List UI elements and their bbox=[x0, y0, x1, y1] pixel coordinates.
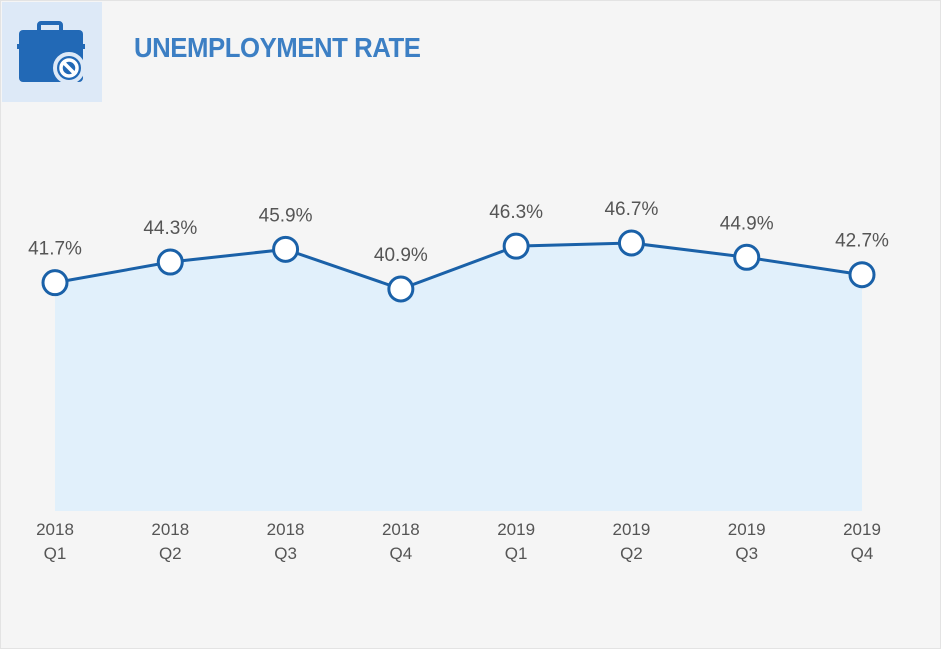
x-tick-label-year: 2018 bbox=[36, 520, 74, 539]
x-tick-label-quarter: Q2 bbox=[620, 544, 643, 563]
x-tick-label-quarter: Q3 bbox=[735, 544, 758, 563]
x-tick-label-year: 2019 bbox=[843, 520, 881, 539]
data-point-marker bbox=[848, 261, 876, 289]
data-value-label: 40.9% bbox=[374, 245, 428, 266]
data-point-marker bbox=[502, 232, 530, 260]
x-tick-label-quarter: Q3 bbox=[274, 544, 297, 563]
series-line bbox=[54, 241, 863, 291]
x-tick-label-quarter: Q4 bbox=[851, 544, 874, 563]
x-tick-label-quarter: Q4 bbox=[390, 544, 413, 563]
data-point-marker bbox=[272, 235, 300, 263]
data-value-label: 44.9% bbox=[720, 213, 774, 234]
x-tick-label-year: 2018 bbox=[382, 520, 420, 539]
data-value-label: 46.7% bbox=[604, 199, 658, 220]
chart-title: UNEMPLOYMENT RATE bbox=[134, 32, 421, 63]
header-icon-box bbox=[2, 2, 102, 102]
area-fill bbox=[55, 243, 862, 511]
x-tick-label-year: 2019 bbox=[613, 520, 651, 539]
data-point-marker bbox=[41, 269, 69, 297]
x-tick-label-year: 2018 bbox=[267, 520, 305, 539]
x-tick-label-year: 2019 bbox=[728, 520, 766, 539]
data-point-marker bbox=[733, 243, 761, 271]
x-tick-label-quarter: Q1 bbox=[44, 544, 67, 563]
data-value-label: 45.9% bbox=[259, 205, 313, 226]
data-value-label: 42.7% bbox=[835, 231, 889, 252]
data-point-marker bbox=[617, 229, 645, 257]
briefcase-no-icon bbox=[17, 21, 85, 84]
data-value-label: 41.7% bbox=[28, 239, 82, 260]
x-tick-label-year: 2019 bbox=[497, 520, 535, 539]
data-value-label: 46.3% bbox=[489, 202, 543, 223]
data-value-label: 44.3% bbox=[143, 218, 197, 239]
data-point-marker bbox=[387, 275, 415, 303]
x-tick-label-quarter: Q1 bbox=[505, 544, 528, 563]
x-tick-label-year: 2018 bbox=[151, 520, 189, 539]
data-point-marker bbox=[156, 248, 184, 276]
x-tick-label-quarter: Q2 bbox=[159, 544, 182, 563]
